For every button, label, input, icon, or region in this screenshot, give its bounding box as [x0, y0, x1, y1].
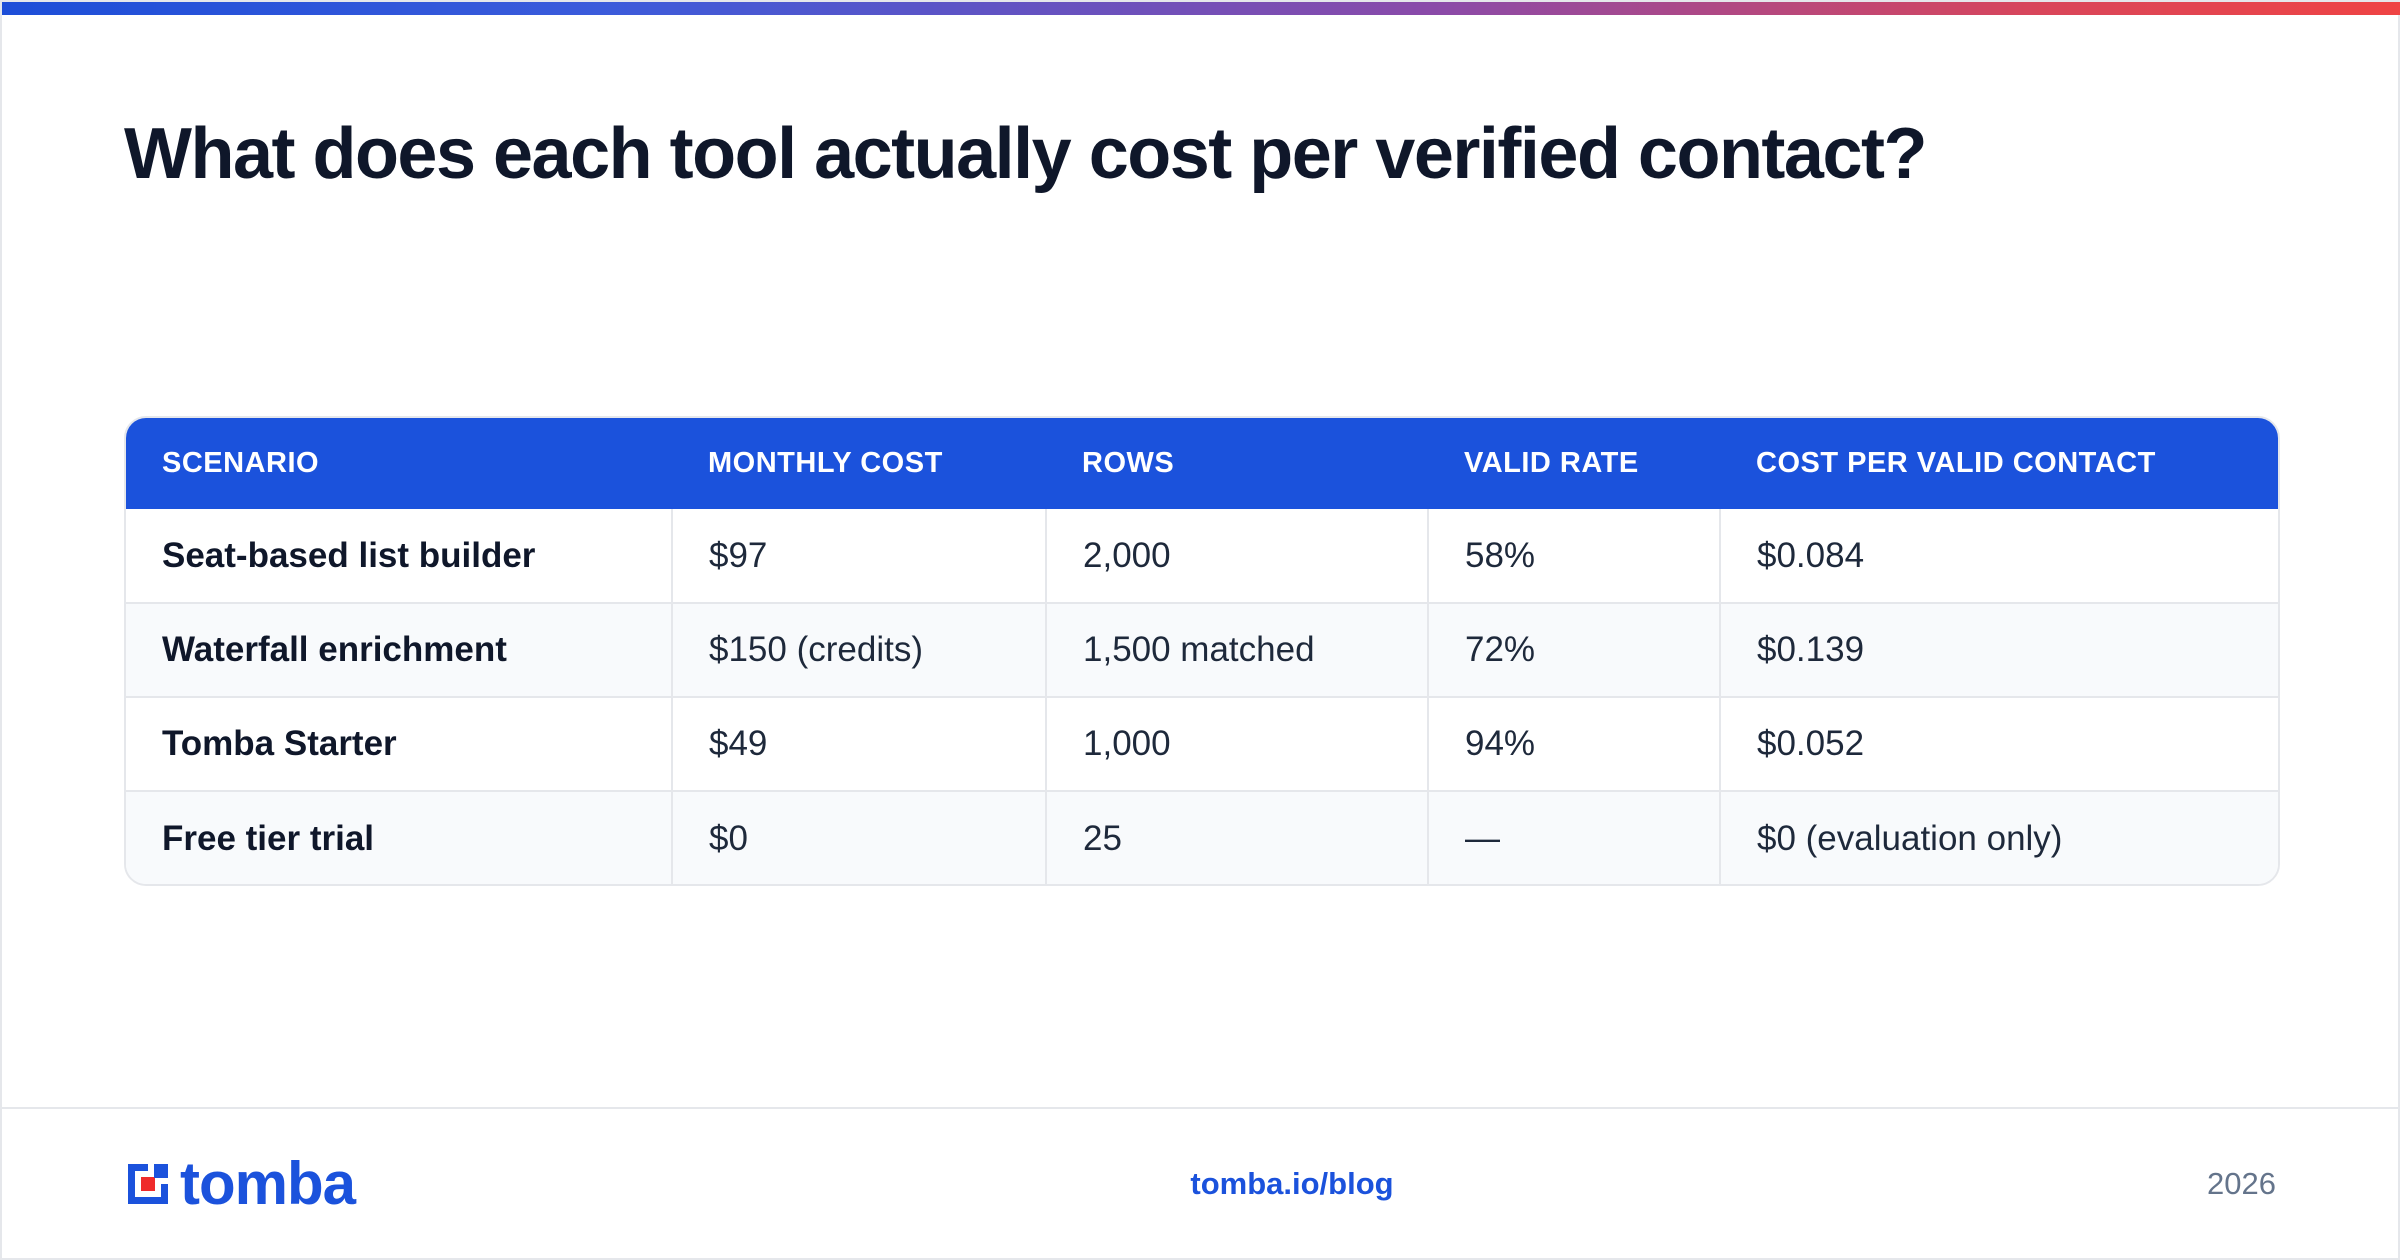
- header-valid-rate: VALID RATE: [1464, 447, 1639, 479]
- footer-year: 2026: [2207, 1166, 2276, 1201]
- page-title: What does each tool actually cost per ve…: [124, 114, 1927, 194]
- top-gradient-bar: [2, 2, 2400, 15]
- table-header-row: SCENARIO MONTHLY COST ROWS VALID RATE CO…: [126, 418, 2278, 509]
- cell-monthly-cost: $49: [671, 696, 1046, 791]
- cell-rows: 2,000: [1045, 509, 1428, 603]
- cell-cost-per-valid-contact: $0.084: [1719, 509, 2278, 603]
- table-row: Free tier trial $0 25 — $0 (evaluation o…: [126, 790, 2278, 884]
- table-row: Waterfall enrichment $150 (credits) 1,50…: [126, 602, 2278, 697]
- cell-rows: 25: [1045, 790, 1428, 884]
- tomba-logo-mark-icon: [128, 1164, 168, 1204]
- cell-monthly-cost: $150 (credits): [671, 602, 1046, 697]
- cost-table: SCENARIO MONTHLY COST ROWS VALID RATE CO…: [124, 416, 2280, 886]
- table-row: Tomba Starter $49 1,000 94% $0.052: [126, 696, 2278, 791]
- cell-rows: 1,500 matched: [1045, 602, 1428, 697]
- footer-divider: [2, 1107, 2400, 1109]
- blog-link[interactable]: tomba.io/blog: [1190, 1166, 1394, 1201]
- table-row: Seat-based list builder $97 2,000 58% $0…: [126, 509, 2278, 603]
- cell-scenario: Tomba Starter: [126, 696, 672, 791]
- cell-rows: 1,000: [1045, 696, 1428, 791]
- cell-scenario: Seat-based list builder: [162, 535, 536, 575]
- cell-cost-per-valid-contact: $0.139: [1719, 602, 2278, 697]
- cell-valid-rate: 72%: [1427, 602, 1720, 697]
- cell-valid-rate: 94%: [1427, 696, 1720, 791]
- cell-scenario: Free tier trial: [126, 790, 672, 884]
- header-cost-per-valid-contact: COST PER VALID CONTACT: [1756, 447, 2156, 479]
- cell-scenario: Waterfall enrichment: [126, 602, 672, 697]
- header-monthly-cost: MONTHLY COST: [708, 447, 943, 479]
- cell-monthly-cost: $0: [671, 790, 1046, 884]
- cell-cost-per-valid-contact: $0.052: [1719, 696, 2278, 791]
- logo-text: tomba: [180, 1150, 356, 1217]
- header-rows: ROWS: [1082, 447, 1175, 479]
- cell-monthly-cost: $97: [671, 509, 1046, 603]
- cell-valid-rate: —: [1427, 790, 1720, 884]
- header-scenario: SCENARIO: [162, 447, 320, 479]
- tomba-logo[interactable]: tomba: [124, 1150, 356, 1217]
- cell-cost-per-valid-contact: $0 (evaluation only): [1719, 790, 2278, 884]
- cell-valid-rate: 58%: [1427, 509, 1720, 603]
